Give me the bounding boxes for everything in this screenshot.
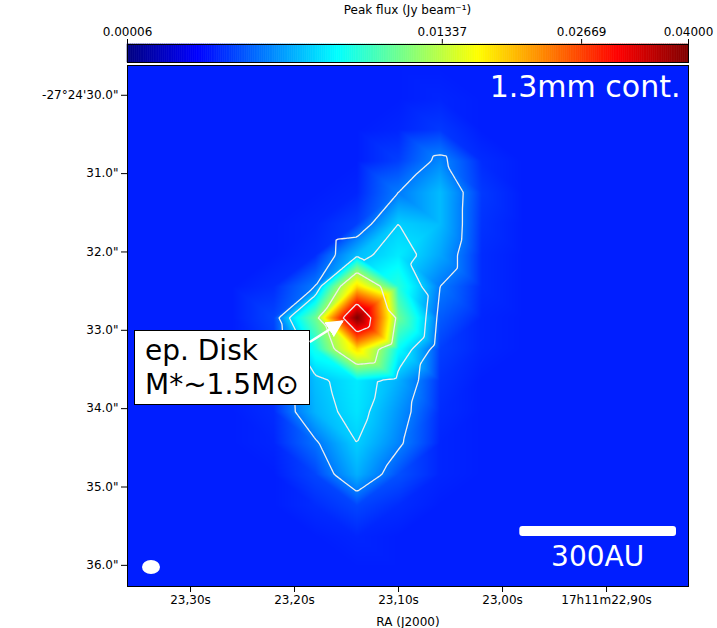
svg-text:23,10s: 23,10s (378, 593, 419, 607)
svg-text:33.0": 33.0" (86, 323, 118, 337)
html-text:Peak flux (Jy beam⁻¹): Peak flux (Jy beam⁻¹) (343, 3, 472, 17)
svg-text:0.04000: 0.04000 (664, 25, 714, 39)
svg-text:-27°24'30.0": -27°24'30.0" (42, 88, 118, 102)
svg-text:0.02669: 0.02669 (557, 25, 607, 39)
svg-text:32.0": 32.0" (86, 245, 118, 259)
svg-text:23,30s: 23,30s (170, 593, 211, 607)
svg-text:23,00s: 23,00s (482, 593, 523, 607)
svg-text:34.0": 34.0" (86, 401, 118, 415)
svg-text:0.00006: 0.00006 (103, 25, 153, 39)
svg-text:23,20s: 23,20s (274, 593, 315, 607)
html-text:ep. Disk: ep. Disk (145, 334, 258, 367)
svg-text:RA (J2000): RA (J2000) (376, 615, 439, 628)
svg-text:35.0": 35.0" (86, 480, 118, 494)
svg-text:300AU: 300AU (551, 540, 644, 573)
svg-text:36.0": 36.0" (86, 558, 118, 572)
svg-text:31.0": 31.0" (86, 166, 118, 180)
html-text:M*~1.5M⊙: M*~1.5M⊙ (145, 367, 299, 401)
svg-text:17h11m22,90s: 17h11m22,90s (561, 593, 651, 607)
svg-text:1.3mm cont.: 1.3mm cont. (490, 69, 681, 104)
svg-text:0.01337: 0.01337 (417, 25, 467, 39)
